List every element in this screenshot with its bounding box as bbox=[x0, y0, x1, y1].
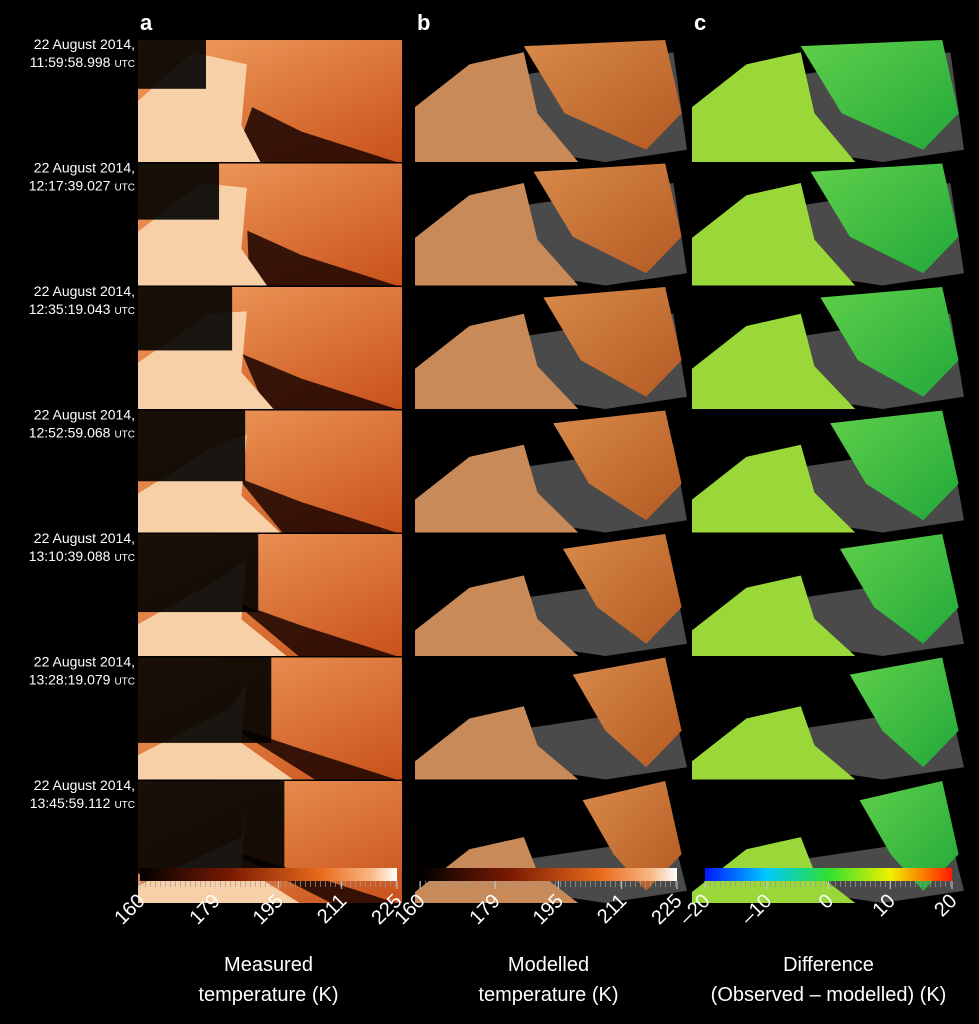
colorbar bbox=[420, 868, 677, 881]
time: 12:52:59.068 bbox=[29, 425, 111, 441]
shadow bbox=[227, 724, 397, 780]
shadow bbox=[247, 230, 397, 286]
zone: UTC bbox=[114, 677, 135, 688]
zone: UTC bbox=[114, 306, 135, 317]
body-lobe bbox=[692, 183, 856, 286]
dark-edge bbox=[402, 287, 410, 409]
head-lobe bbox=[830, 410, 959, 521]
row-time: 13:28:19.079 UTC bbox=[29, 672, 135, 688]
head-lobe bbox=[533, 163, 682, 274]
dark-top bbox=[138, 657, 272, 743]
row-time: 12:52:59.068 UTC bbox=[29, 425, 135, 441]
dark-top bbox=[138, 781, 285, 874]
row-date: 22 August 2014, bbox=[34, 530, 135, 546]
body-lobe bbox=[692, 52, 856, 163]
shadow bbox=[233, 107, 397, 162]
panel-label: c bbox=[694, 10, 706, 35]
panel-label: b bbox=[417, 10, 430, 35]
dark-top bbox=[138, 40, 206, 89]
colorbar-title: temperature (K) bbox=[478, 984, 618, 1006]
head-lobe bbox=[572, 657, 682, 768]
row-time: 13:10:39.088 UTC bbox=[29, 548, 135, 564]
time: 13:28:19.079 bbox=[29, 672, 111, 688]
dark-edge bbox=[402, 163, 410, 286]
row-date: 22 August 2014, bbox=[34, 654, 135, 670]
body-lobe bbox=[692, 575, 856, 656]
body-lobe bbox=[692, 706, 856, 780]
zone: UTC bbox=[114, 59, 135, 70]
colorbar-title: Measured bbox=[224, 954, 313, 976]
body-lobe bbox=[692, 444, 856, 533]
head-lobe bbox=[810, 163, 959, 274]
body-lobe bbox=[415, 313, 579, 409]
zone: UTC bbox=[114, 183, 135, 194]
row-time: 13:45:59.112 UTC bbox=[30, 795, 135, 811]
shadow bbox=[237, 477, 397, 533]
row-time: 12:35:19.043 UTC bbox=[29, 301, 135, 317]
dark-edge bbox=[402, 40, 410, 162]
time: 12:35:19.043 bbox=[29, 301, 111, 317]
panel-label: a bbox=[140, 10, 153, 35]
colorbar-title: temperature (K) bbox=[198, 984, 338, 1006]
head-lobe bbox=[840, 534, 959, 644]
dark-top bbox=[138, 287, 233, 351]
colorbar-minor-ticks bbox=[140, 881, 397, 887]
body-lobe bbox=[415, 52, 579, 163]
row-date: 22 August 2014, bbox=[34, 36, 135, 52]
shadow bbox=[242, 354, 397, 409]
colorbar-title: Difference bbox=[783, 954, 874, 976]
dark-edge bbox=[402, 534, 410, 656]
image-panels bbox=[138, 40, 964, 903]
colorbar bbox=[705, 868, 952, 881]
head-lobe bbox=[553, 410, 682, 521]
row-time: 11:59:58.998 UTC bbox=[30, 54, 135, 70]
colorbar-title: (Observed – modelled) (K) bbox=[711, 984, 947, 1006]
colorbar-minor-ticks bbox=[420, 881, 677, 887]
row-date: 22 August 2014, bbox=[34, 283, 135, 299]
warm-lobe bbox=[138, 311, 274, 409]
body-lobe bbox=[692, 313, 856, 409]
row-date: 22 August 2014, bbox=[34, 160, 135, 176]
body-lobe bbox=[415, 575, 579, 656]
colorbar-title: Modelled bbox=[508, 954, 589, 976]
head-lobe bbox=[543, 287, 682, 397]
zone: UTC bbox=[114, 553, 135, 564]
body-lobe bbox=[415, 183, 579, 286]
head-lobe bbox=[849, 657, 959, 768]
dark-edge bbox=[402, 657, 410, 780]
head-lobe bbox=[859, 781, 959, 891]
row-date: 22 August 2014, bbox=[34, 777, 135, 793]
head-lobe bbox=[523, 40, 682, 150]
time: 11:59:58.998 bbox=[30, 54, 111, 70]
time: 13:45:59.112 bbox=[30, 795, 111, 811]
zone: UTC bbox=[114, 430, 135, 441]
head-lobe bbox=[582, 781, 682, 891]
head-lobe bbox=[563, 534, 682, 644]
time: 12:17:39.027 bbox=[29, 178, 111, 194]
colorbar bbox=[140, 868, 397, 881]
shadow bbox=[232, 601, 397, 656]
dark-top bbox=[138, 410, 246, 482]
dark-top bbox=[138, 534, 259, 613]
dark-top bbox=[138, 163, 220, 220]
row-time: 12:17:39.027 UTC bbox=[29, 178, 135, 194]
head-lobe bbox=[800, 40, 959, 150]
row-date: 22 August 2014, bbox=[34, 407, 135, 423]
body-lobe bbox=[415, 444, 579, 533]
head-lobe bbox=[820, 287, 959, 397]
zone: UTC bbox=[114, 800, 135, 811]
dark-edge bbox=[402, 410, 410, 533]
body-lobe bbox=[415, 706, 579, 780]
dark-edge bbox=[402, 781, 410, 903]
time: 13:10:39.088 bbox=[29, 548, 111, 564]
